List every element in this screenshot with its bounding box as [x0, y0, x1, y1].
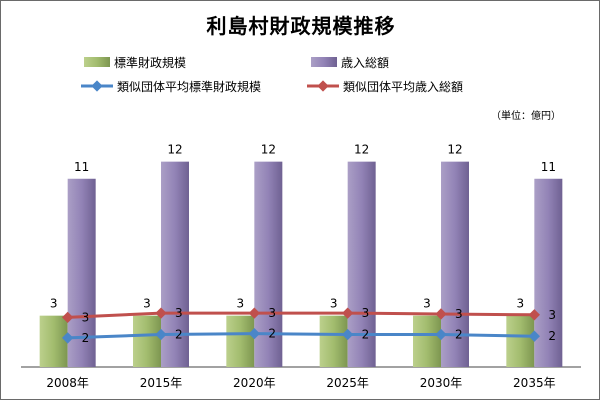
x-tick-label: 2015年	[140, 376, 183, 390]
x-tick-label: 2008年	[46, 376, 89, 390]
line-point-marker	[528, 309, 540, 321]
legend-marker-similar-standard	[91, 80, 103, 92]
line-data-label: 2	[455, 327, 463, 341]
line-point-marker	[248, 307, 260, 319]
line-data-label: 3	[82, 310, 90, 324]
x-tick-label: 2020年	[233, 376, 276, 390]
unit-label: （単位：億円）	[491, 109, 561, 122]
bar-total-revenue	[347, 161, 376, 367]
bar-standard-scale	[413, 315, 441, 367]
bar-data-label: 12	[167, 143, 182, 157]
line-point-marker	[155, 328, 167, 341]
bar-data-label: 3	[50, 297, 58, 311]
legend-label-standard-scale: 標準財政規模	[114, 55, 186, 70]
legend: 標準財政規模 歳入総額 類似団体平均標準財政規模 類似団体平均歳入総額	[81, 55, 463, 94]
bar-standard-scale	[39, 315, 68, 367]
legend-swatch-total-revenue	[311, 57, 337, 67]
bar-standard-scale	[319, 315, 348, 367]
line-point-marker	[528, 330, 540, 342]
legend-label-similar-standard: 類似団体平均標準財政規模	[117, 79, 261, 94]
line-data-label: 3	[175, 306, 183, 320]
line-point-marker	[342, 307, 354, 319]
line-data-label: 2	[362, 327, 370, 341]
line-point-marker	[248, 327, 260, 340]
legend-marker-similar-revenue	[317, 80, 329, 92]
bar-data-label: 3	[330, 297, 338, 311]
bar-data-label: 11	[74, 160, 89, 174]
legend-label-total-revenue: 歳入総額	[341, 56, 389, 70]
line-similar-revenue	[67, 311, 535, 319]
line-point-marker	[435, 328, 447, 341]
line-data-label: 2	[268, 327, 276, 341]
legend-swatch-standard-scale	[84, 57, 110, 67]
line-similar-standard	[67, 332, 535, 340]
line-data-label: 3	[362, 306, 370, 320]
chart-title: 利島村財政規模推移	[207, 14, 396, 38]
bar-data-label: 3	[517, 297, 525, 311]
x-tick-label: 2030年	[420, 376, 463, 390]
line-data-label: 2	[175, 327, 183, 341]
line-data-label: 3	[548, 308, 556, 322]
bar-standard-scale	[226, 315, 255, 367]
line-point-marker	[435, 308, 447, 320]
bar-data-label: 12	[447, 143, 462, 157]
bar-data-label: 3	[423, 297, 431, 311]
bar-total-revenue	[441, 161, 469, 367]
bar-standard-scale	[133, 315, 161, 367]
bar-data-label: 3	[237, 297, 245, 311]
x-tick-label: 2025年	[326, 376, 369, 390]
bar-data-label: 12	[354, 143, 369, 157]
legend-label-similar-revenue: 類似団体平均歳入総額	[343, 80, 463, 94]
line-point-marker	[342, 328, 354, 341]
bar-data-label: 3	[143, 297, 151, 311]
line-data-label: 3	[455, 307, 463, 321]
x-tick-label: 2035年	[513, 376, 556, 390]
bar-data-label: 12	[261, 143, 276, 157]
line-data-label: 2	[82, 331, 90, 345]
bar-data-label: 11	[541, 160, 556, 174]
line-point-marker	[155, 307, 167, 319]
plot-area: 3 11 2008年 3 12 2015年 3 12 2020年 3 12 2025年 3 12 2030年…	[21, 143, 581, 390]
line-data-label: 2	[548, 329, 556, 343]
bar-standard-scale	[506, 315, 535, 367]
line-data-label: 3	[268, 306, 276, 320]
